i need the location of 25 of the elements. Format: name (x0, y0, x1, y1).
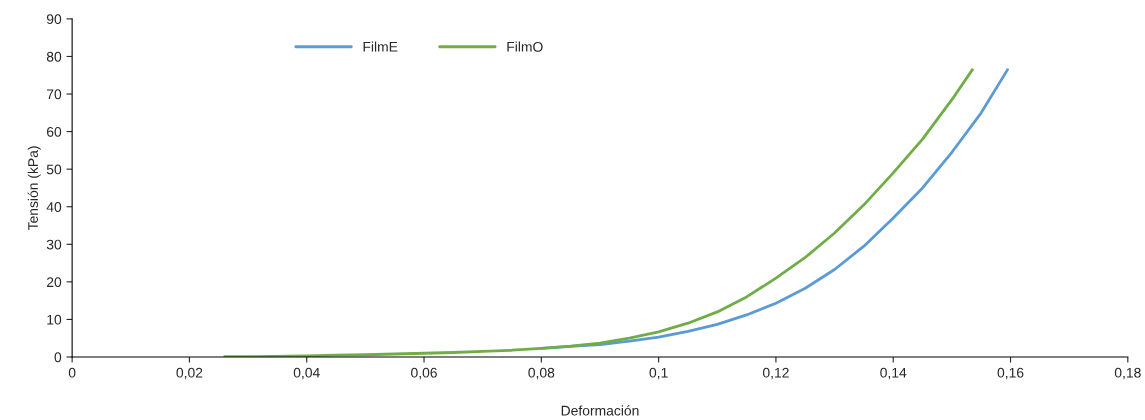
y-tick-label: 20 (46, 277, 62, 288)
y-axis-title: Tensión (kPa) (27, 146, 41, 231)
y-tick-label: 60 (46, 126, 62, 137)
y-tick-label: 70 (46, 89, 62, 100)
x-axis-title: Deformación (561, 405, 639, 416)
y-tick-label: 0 (54, 352, 62, 363)
y-tick-label: 50 (46, 164, 62, 175)
x-tick-label: 0,14 (880, 367, 907, 380)
x-tick-label: 0,06 (411, 367, 437, 380)
x-tick-label: 0,1 (649, 367, 668, 380)
x-tick-label: 0,04 (293, 367, 320, 380)
legend-label: FilmO (507, 41, 543, 52)
x-tick-label: 0 (68, 367, 76, 378)
x-tick-label: 0,16 (997, 367, 1024, 380)
x-tick-label: 0,02 (176, 367, 203, 380)
y-tick-label: 90 (46, 14, 62, 25)
line-series (223, 68, 974, 357)
y-tick-label: 30 (46, 239, 62, 250)
x-tick-label: 0,08 (528, 367, 555, 380)
x-tick-label: 0,12 (762, 367, 789, 380)
legend-label: FilmE (363, 41, 398, 52)
x-tick-label: 0,18 (1114, 367, 1141, 380)
y-tick-label: 80 (46, 51, 62, 62)
y-tick-label: 10 (47, 314, 62, 325)
y-tick-label: 40 (46, 202, 62, 212)
